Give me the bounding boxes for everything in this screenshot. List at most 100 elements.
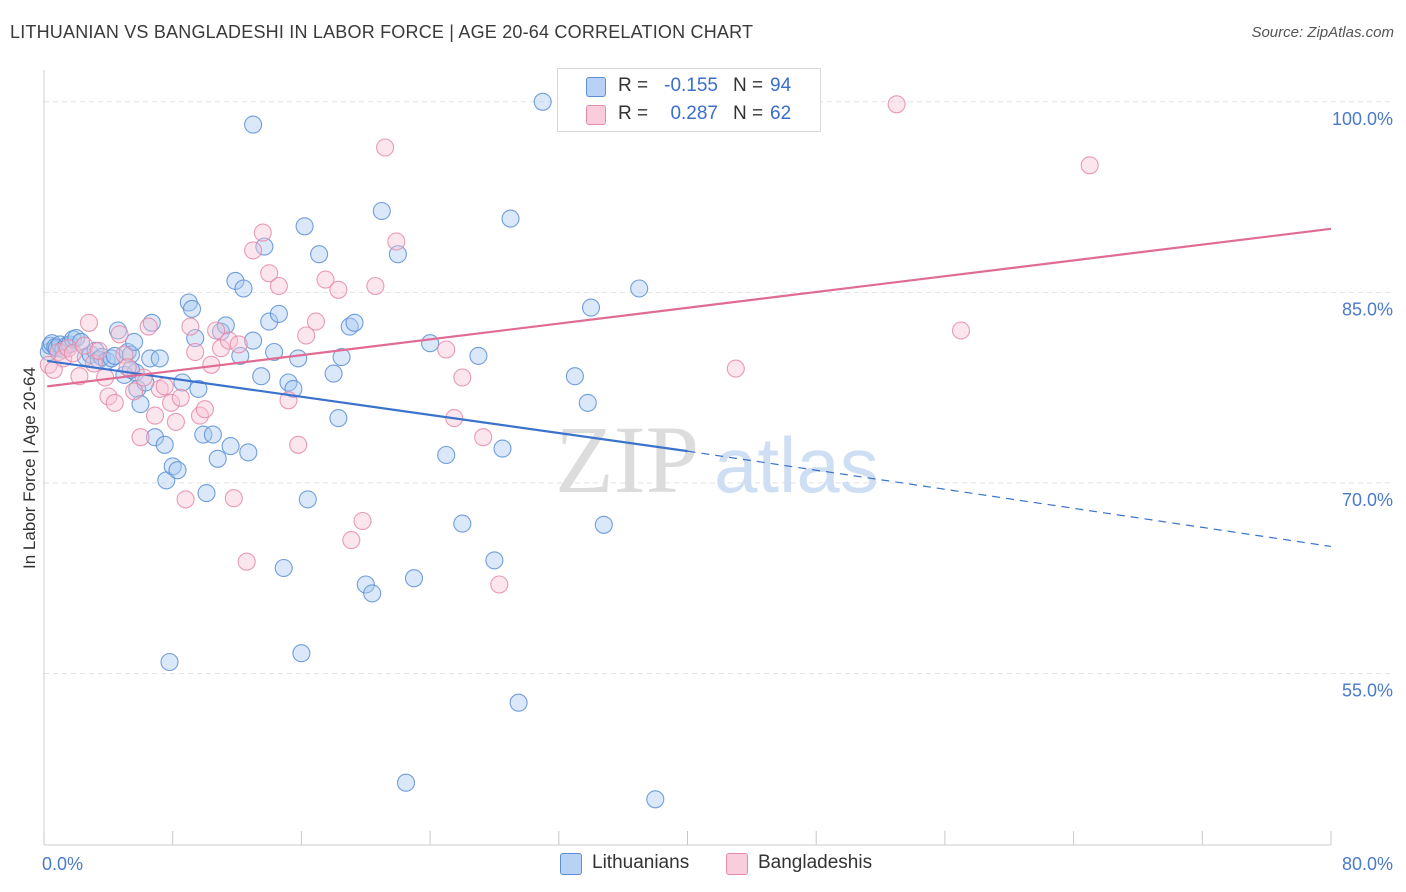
watermark-zip: ZIP (555, 406, 699, 513)
lithuanians-point (630, 279, 649, 298)
lithuanians-point (404, 569, 424, 588)
lithuanians-point (189, 379, 208, 398)
legend-n-value: 62 (770, 103, 792, 124)
bangladeshis-point (253, 223, 272, 242)
bangladeshis-point (131, 428, 150, 447)
lithuanians-point (244, 115, 263, 134)
legend-r-label: R = (618, 103, 649, 124)
watermark: ZIP atlas (555, 406, 879, 513)
legend-label-bangladeshis: Bangladeshis (758, 852, 873, 873)
lithuanians-point (255, 237, 274, 256)
x-tick-label: 80.0% (1342, 854, 1393, 874)
bangladeshis-point (726, 359, 745, 378)
bangladeshis-point (342, 531, 361, 550)
bangladeshis-point (105, 393, 124, 412)
bangladeshis-point (155, 377, 174, 396)
bangladeshis-point (1080, 156, 1099, 175)
lithuanians-point (203, 425, 222, 444)
lithuanians-point (329, 409, 348, 428)
lithuanians-point (533, 92, 552, 111)
bangladeshis-point (887, 95, 906, 114)
lithuanians-point (155, 435, 174, 454)
bangladeshis-point (260, 264, 279, 283)
bangladeshis-point (490, 575, 509, 594)
bangladeshis-point (951, 321, 971, 340)
lithuanians-point (239, 443, 258, 462)
lithuanians-point (581, 298, 601, 317)
lithuanians-point (646, 790, 665, 809)
lithuanians-point (141, 349, 160, 368)
x-tick-label: 0.0% (42, 854, 83, 874)
lithuanians-point (396, 773, 416, 792)
bangladeshis-point (195, 400, 214, 419)
legend-r-label: R = (618, 75, 649, 96)
lithuanians-point (168, 461, 187, 480)
tick-labels: 55.0% 70.0% 85.0% 100.0% 0.0% 80.0% (42, 109, 1393, 874)
lithuanians-point (265, 342, 284, 362)
lithuanians-point (234, 279, 253, 298)
lithuanians-point (194, 425, 213, 444)
bangladeshis-point (89, 341, 108, 360)
bangladeshis-point (306, 312, 325, 331)
bangladeshis-point (99, 387, 118, 406)
lithuanians-point (298, 490, 317, 509)
bangladeshis-points (39, 95, 1099, 594)
grid-lines (44, 101, 1393, 674)
bangladeshis-point (437, 340, 456, 359)
legend-swatch-lithuanians (586, 77, 606, 97)
bangladeshis-point (316, 270, 335, 289)
lithuanians-point (295, 217, 314, 236)
bangladeshis-point (79, 313, 99, 332)
bangladeshis-point (289, 435, 308, 454)
y-tick-label: 70.0% (1342, 490, 1393, 510)
legend-row-lithuanians: R = -0.155 N = 94 (558, 71, 820, 101)
bangladeshis-point (219, 331, 239, 350)
lithuanians-point (260, 312, 279, 331)
bangladeshis-point (237, 552, 256, 571)
lithuanians-point (372, 201, 391, 221)
bangladeshis-point (70, 367, 89, 386)
source-credit: Source: ZipAtlas.com (1251, 24, 1394, 41)
bangladeshis-point (134, 368, 153, 387)
bangladeshis-point (366, 276, 385, 296)
lithuanians-point (252, 367, 271, 386)
lithuanians-point (292, 644, 311, 663)
bangladeshis-point (110, 325, 129, 344)
lithuanians-point (186, 329, 205, 348)
bangladeshis-point (145, 406, 165, 425)
lithuanians-point (356, 575, 375, 594)
lithuanians-points (39, 92, 665, 809)
lithuanians-point (269, 304, 288, 323)
lithuanians-point (363, 584, 382, 603)
legend-r-value: 0.287 (670, 103, 718, 124)
bangladeshis-point (150, 379, 169, 398)
lithuanians-point (125, 332, 144, 351)
lithuanians-point (501, 209, 520, 228)
lithuanians-point (216, 316, 235, 335)
lithuanians-point (221, 437, 240, 456)
bangladeshis-point (186, 342, 205, 362)
legend-r-value: -0.155 (664, 75, 718, 96)
legend-n-value: 94 (770, 75, 792, 96)
bangladeshis-point (176, 490, 195, 509)
lithuanians-point (493, 439, 512, 458)
lithuanians-point (197, 484, 216, 503)
bangladeshis-point (139, 317, 158, 336)
bangladeshis-point (269, 276, 288, 296)
legend-row-bangladeshis: R = 0.287 N = 62 (558, 99, 820, 129)
lithuanians-point (160, 652, 179, 672)
lithuanians-point (437, 445, 456, 465)
trend-lines (47, 227, 1332, 548)
bangladeshis-point (244, 241, 263, 260)
legend-swatch-bangladeshis (726, 853, 748, 875)
lithuanians-point (118, 342, 137, 362)
bangladeshis-point (224, 489, 243, 508)
bangladeshis-point (75, 336, 94, 355)
lithuanians-point (289, 349, 308, 368)
lithuanians-point (509, 693, 528, 712)
legend-n-label: N = (733, 103, 764, 124)
bangladeshis-point (387, 232, 406, 251)
lithuanians-point (453, 514, 472, 533)
legend-swatch-bangladeshis (586, 105, 606, 125)
lithuanians-point (284, 379, 303, 398)
